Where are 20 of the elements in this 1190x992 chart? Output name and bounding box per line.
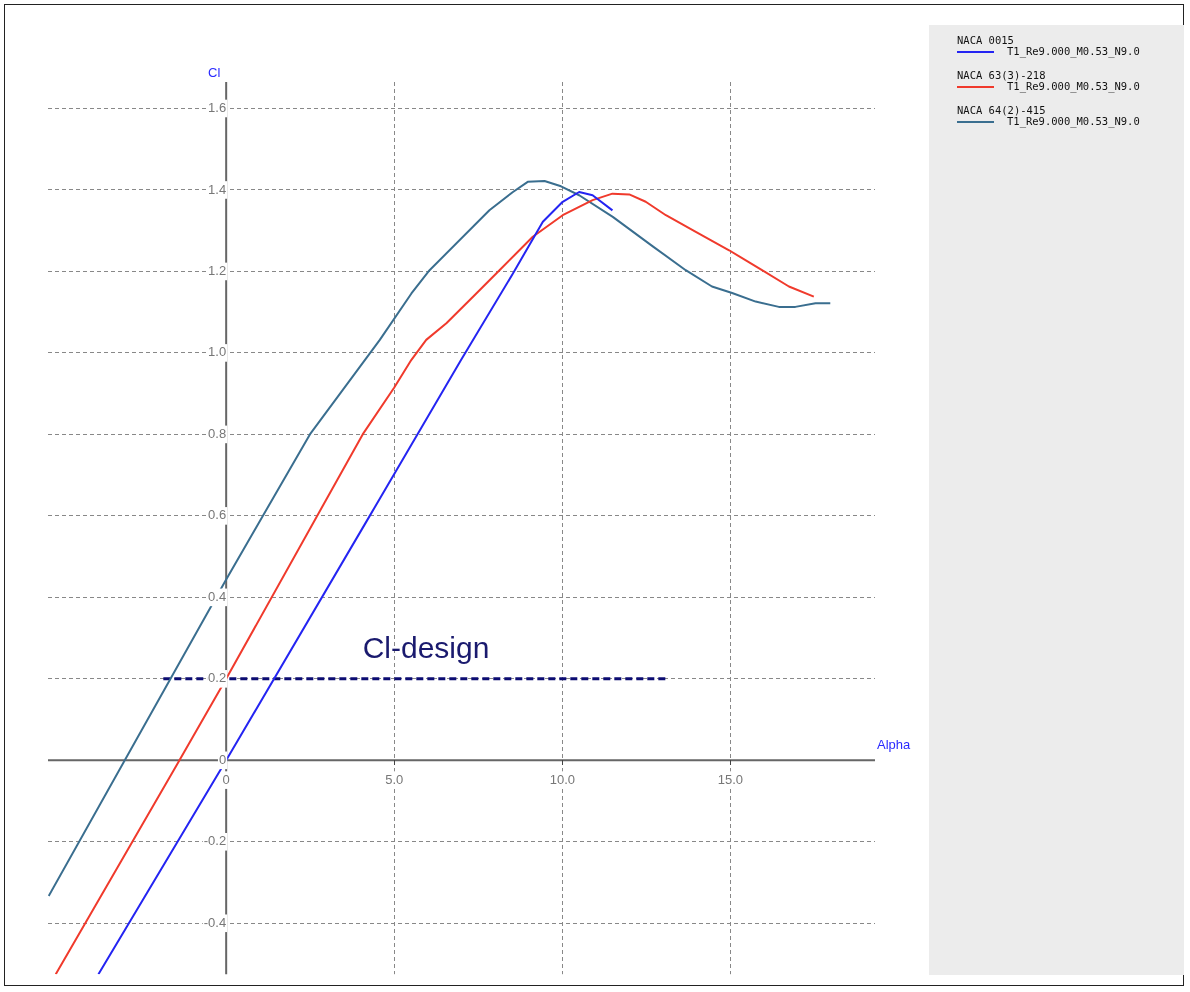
y-axis-title: Cl <box>208 65 221 81</box>
annotation: Cl-design <box>362 631 490 665</box>
x-tick-label: 5.0 <box>385 771 404 787</box>
y-tick-label: -0.2 <box>203 833 227 849</box>
y-tick-label: 1.2 <box>208 263 227 279</box>
text: NACA 0015 T1_Re9.000_M0.53_N9.0 <box>957 34 1141 57</box>
y-tick-label: 0.8 <box>208 425 227 441</box>
y-tick-label: 0.6 <box>208 507 227 523</box>
y-tick-label: 0 <box>218 751 227 767</box>
x-axis-title: Alpha <box>877 737 912 753</box>
text: NACA 64(2)-415 T1_Re9.000_M0.53_N9.0 <box>957 104 1141 127</box>
y-tick-label: 1.6 <box>208 100 227 116</box>
x-tick-label: 15.0 <box>717 771 744 787</box>
text: NACA 63(3)-218 T1_Re9.000_M0.53_N9.0 <box>957 69 1141 92</box>
y-tick-label: -0.4 <box>203 914 227 930</box>
y-tick-label: 0.2 <box>208 670 227 686</box>
x-tick-label: 10.0 <box>549 771 576 787</box>
y-tick-label: 1.4 <box>208 181 227 197</box>
y-tick-label: 0.4 <box>208 588 227 604</box>
y-tick-label: 1.0 <box>208 344 227 360</box>
